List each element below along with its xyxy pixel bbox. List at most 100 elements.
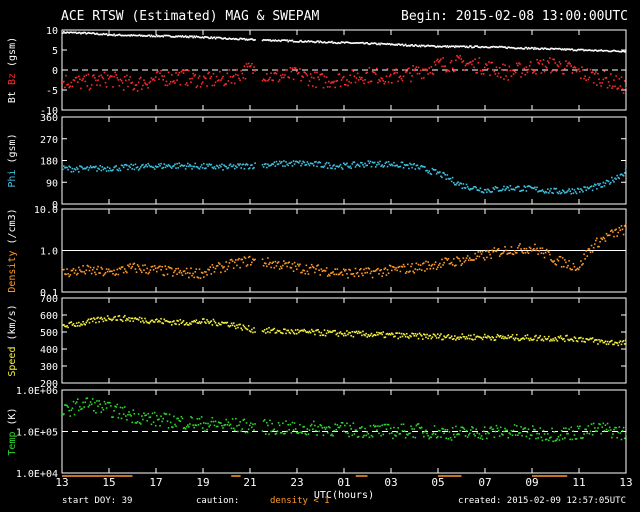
data-point [496, 75, 499, 78]
data-point [461, 333, 464, 335]
data-point [81, 407, 83, 410]
data-point [505, 337, 507, 339]
data-point [570, 192, 573, 195]
data-point [302, 41, 304, 43]
data-point [401, 430, 404, 432]
data-point [65, 404, 67, 406]
data-point [293, 422, 296, 424]
data-point [589, 430, 592, 433]
data-point [175, 267, 177, 270]
data-point [344, 42, 346, 44]
data-point [323, 75, 326, 78]
data-point [571, 188, 574, 190]
data-point [425, 336, 427, 339]
data-point [358, 269, 361, 271]
data-point [338, 73, 341, 75]
data-point [271, 79, 273, 81]
data-point [499, 189, 502, 192]
y-tick-label-phi: 360 [40, 113, 58, 124]
data-point [438, 336, 440, 339]
data-point [348, 331, 350, 334]
data-point [481, 191, 484, 193]
data-point [118, 84, 121, 87]
data-point [573, 49, 576, 52]
data-point [542, 252, 545, 255]
data-point [520, 76, 522, 78]
data-point [130, 267, 132, 270]
data-point [311, 428, 314, 431]
data-point [436, 435, 439, 438]
data-point [582, 48, 584, 51]
data-point [299, 40, 301, 42]
data-point [462, 183, 465, 185]
data-point [439, 430, 441, 432]
data-point [476, 432, 479, 434]
data-point [173, 164, 175, 167]
data-point [431, 167, 434, 170]
data-point [497, 46, 500, 48]
data-point [623, 172, 626, 174]
data-point [384, 267, 387, 269]
data-point [117, 34, 120, 36]
data-point [185, 322, 188, 324]
data-point [433, 334, 436, 336]
data-point [188, 276, 190, 279]
data-point [442, 264, 444, 266]
data-point [302, 426, 304, 428]
data-point [338, 165, 341, 167]
data-point [441, 65, 443, 68]
data-point [273, 327, 276, 330]
data-point [121, 82, 124, 84]
data-point [494, 339, 497, 341]
data-point [352, 422, 355, 424]
data-point [73, 31, 76, 34]
data-point [556, 258, 559, 261]
data-point [337, 73, 340, 76]
data-point [606, 86, 609, 89]
data-point [264, 433, 267, 435]
data-point [524, 73, 527, 76]
data-point [114, 165, 116, 168]
data-point [364, 42, 366, 45]
data-point [471, 46, 473, 49]
data-point [253, 66, 255, 68]
data-point [329, 426, 331, 429]
data-point [344, 424, 346, 427]
data-point [96, 84, 98, 86]
data-point [463, 186, 466, 189]
data-point [520, 338, 522, 340]
data-point [604, 49, 607, 52]
data-point [230, 258, 233, 261]
data-point [622, 50, 625, 53]
data-point [191, 320, 193, 323]
data-point [481, 250, 484, 253]
data-point [145, 414, 147, 417]
data-point [423, 77, 425, 79]
data-point [577, 188, 580, 190]
data-point [109, 167, 111, 170]
data-point [156, 166, 158, 168]
data-point [204, 167, 206, 170]
data-point [589, 49, 592, 52]
data-point [470, 259, 472, 261]
data-point [592, 185, 595, 188]
data-point [207, 36, 209, 39]
data-point [415, 424, 418, 427]
data-point [125, 270, 127, 273]
data-point [400, 332, 403, 335]
data-point [311, 330, 314, 333]
data-point [439, 334, 441, 337]
data-point [405, 70, 408, 73]
data-point [507, 252, 510, 255]
data-point [587, 248, 590, 250]
data-point [154, 165, 157, 168]
data-point [581, 48, 583, 51]
data-point [542, 48, 545, 50]
data-point [445, 437, 448, 440]
data-point [176, 319, 178, 322]
data-point [529, 61, 532, 63]
data-point [525, 247, 528, 250]
data-point [223, 84, 225, 87]
data-point [441, 258, 443, 261]
data-point [368, 43, 371, 46]
